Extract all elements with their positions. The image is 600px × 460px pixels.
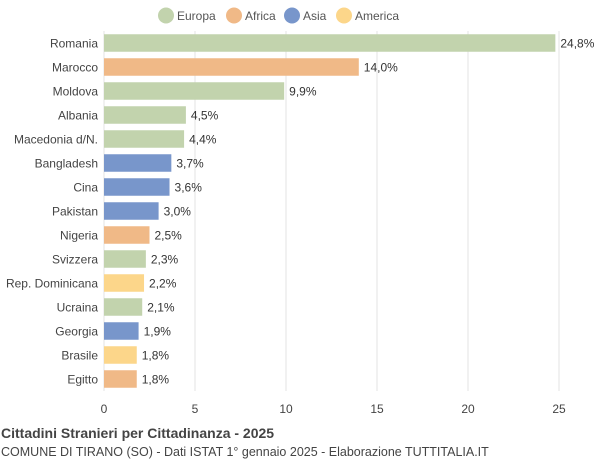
category-label: Marocco <box>52 61 98 75</box>
category-label: Albania <box>58 109 98 123</box>
value-label: 3,6% <box>175 181 203 195</box>
category-label: Georgia <box>55 325 98 339</box>
value-label: 1,8% <box>142 373 170 387</box>
value-label: 1,9% <box>144 325 172 339</box>
bar-marocco <box>104 58 359 76</box>
value-label: 24,8% <box>560 37 594 51</box>
category-label: Brasile <box>61 349 98 363</box>
bar-moldova <box>104 82 285 100</box>
legend-swatch-asia <box>284 7 300 24</box>
bar-rep-dominicana <box>104 274 145 292</box>
bar-macedonia-d-n- <box>104 130 185 148</box>
bar-svizzera <box>104 250 146 268</box>
chart-subtitle: COMUNE DI TIRANO (SO) - Dati ISTAT 1° ge… <box>1 445 489 459</box>
value-label: 2,5% <box>155 229 183 243</box>
value-label: 2,1% <box>147 301 175 315</box>
bar-nigeria <box>104 226 150 244</box>
legend-label-africa: Africa <box>245 9 276 23</box>
bar-brasile <box>104 346 137 364</box>
value-label: 3,0% <box>164 205 192 219</box>
category-label: Pakistan <box>52 205 98 219</box>
bar-georgia <box>104 322 139 340</box>
bar-romania <box>104 34 556 52</box>
legend-swatch-africa <box>226 7 242 24</box>
chart-title: Cittadini Stranieri per Cittadinanza - 2… <box>1 425 275 441</box>
bar-chart: 0 5 10 15 20 25 Romania 24,8% Marocco 14,0% Moldov… <box>6 7 595 416</box>
legend-swatch-europa <box>158 7 174 24</box>
x-tick-label: 10 <box>279 402 293 416</box>
x-tick-label: 25 <box>552 402 566 416</box>
category-label: Egitto <box>67 373 98 387</box>
category-label: Rep. Dominicana <box>6 277 98 291</box>
category-label: Cina <box>73 181 98 195</box>
value-label: 1,8% <box>142 349 170 363</box>
legend-label-europa: Europa <box>177 9 216 23</box>
value-label: 3,7% <box>176 157 204 171</box>
category-label: Romania <box>50 37 98 51</box>
value-label: 4,4% <box>189 133 217 147</box>
value-label: 14,0% <box>364 61 398 75</box>
legend-swatch-america <box>336 7 352 24</box>
x-tick-label: 5 <box>192 402 199 416</box>
value-label: 2,2% <box>149 277 177 291</box>
value-label: 4,5% <box>191 109 219 123</box>
bar-bangladesh <box>104 154 172 172</box>
bar-cina <box>104 178 170 196</box>
category-label: Nigeria <box>60 229 98 243</box>
value-label: 2,3% <box>151 253 179 267</box>
category-label: Ucraina <box>57 301 99 315</box>
category-label: Svizzera <box>52 253 98 267</box>
bar-ucraina <box>104 298 143 316</box>
x-tick-label: 15 <box>370 402 384 416</box>
bar-egitto <box>104 370 137 388</box>
x-tick-label: 20 <box>461 402 475 416</box>
x-tick-label: 0 <box>101 402 108 416</box>
category-label: Macedonia d/N. <box>14 133 98 147</box>
bar-albania <box>104 106 186 124</box>
category-label: Moldova <box>53 85 99 99</box>
category-label: Bangladesh <box>35 157 98 171</box>
legend-label-america: America <box>355 9 399 23</box>
value-label: 9,9% <box>289 85 317 99</box>
bar-pakistan <box>104 202 159 220</box>
legend-label-asia: Asia <box>303 9 327 23</box>
